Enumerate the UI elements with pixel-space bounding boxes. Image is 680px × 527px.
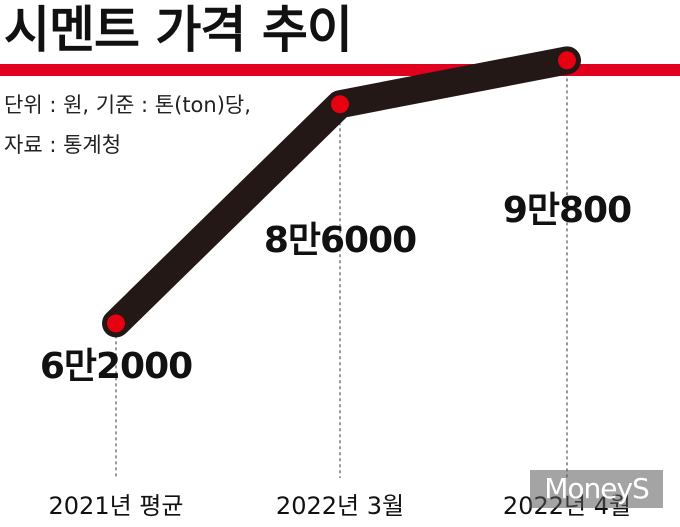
data-label-2: 9만800 (503, 190, 631, 231)
chart-title: 시멘트 가격 추이 (4, 1, 353, 59)
data-point-2 (558, 51, 576, 70)
data-labels: 6만2000 8만6000 9만800 (40, 190, 632, 387)
data-label-1: 8만6000 (264, 220, 416, 261)
watermark-logo: MoneyS (530, 470, 663, 508)
guide-lines (115, 60, 568, 478)
x-tick-label-1: 2022년 3월 (276, 492, 404, 520)
data-points (107, 51, 576, 333)
data-label-0: 6만2000 (40, 346, 192, 387)
unit-note: 단위 : 원, 기준 : 톤(ton)당, (4, 93, 251, 117)
x-tick-label-0: 2021년 평균 (49, 492, 184, 520)
source-note: 자료 : 통계청 (4, 133, 122, 157)
data-point-1 (331, 95, 349, 114)
data-point-0 (107, 314, 125, 333)
